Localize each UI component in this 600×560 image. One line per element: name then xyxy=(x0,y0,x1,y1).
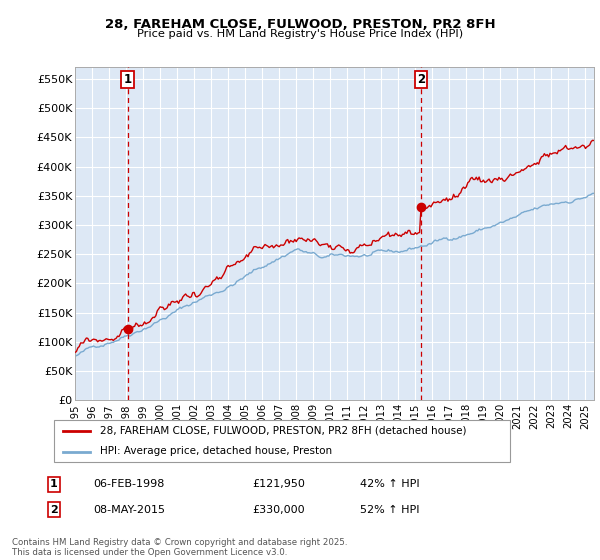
Text: HPI: Average price, detached house, Preston: HPI: Average price, detached house, Pres… xyxy=(100,446,332,456)
Text: 08-MAY-2015: 08-MAY-2015 xyxy=(93,505,165,515)
Text: Price paid vs. HM Land Registry's House Price Index (HPI): Price paid vs. HM Land Registry's House … xyxy=(137,29,463,39)
Text: 2: 2 xyxy=(417,73,425,86)
Text: Contains HM Land Registry data © Crown copyright and database right 2025.
This d: Contains HM Land Registry data © Crown c… xyxy=(12,538,347,557)
Text: £121,950: £121,950 xyxy=(252,479,305,489)
Text: 1: 1 xyxy=(50,479,58,489)
FancyBboxPatch shape xyxy=(54,420,510,462)
Text: 42% ↑ HPI: 42% ↑ HPI xyxy=(360,479,419,489)
Text: £330,000: £330,000 xyxy=(252,505,305,515)
Text: 2: 2 xyxy=(50,505,58,515)
Text: 28, FAREHAM CLOSE, FULWOOD, PRESTON, PR2 8FH (detached house): 28, FAREHAM CLOSE, FULWOOD, PRESTON, PR2… xyxy=(100,426,466,436)
Text: 1: 1 xyxy=(124,73,131,86)
Text: 06-FEB-1998: 06-FEB-1998 xyxy=(93,479,164,489)
Text: 52% ↑ HPI: 52% ↑ HPI xyxy=(360,505,419,515)
Text: 28, FAREHAM CLOSE, FULWOOD, PRESTON, PR2 8FH: 28, FAREHAM CLOSE, FULWOOD, PRESTON, PR2… xyxy=(104,18,496,31)
